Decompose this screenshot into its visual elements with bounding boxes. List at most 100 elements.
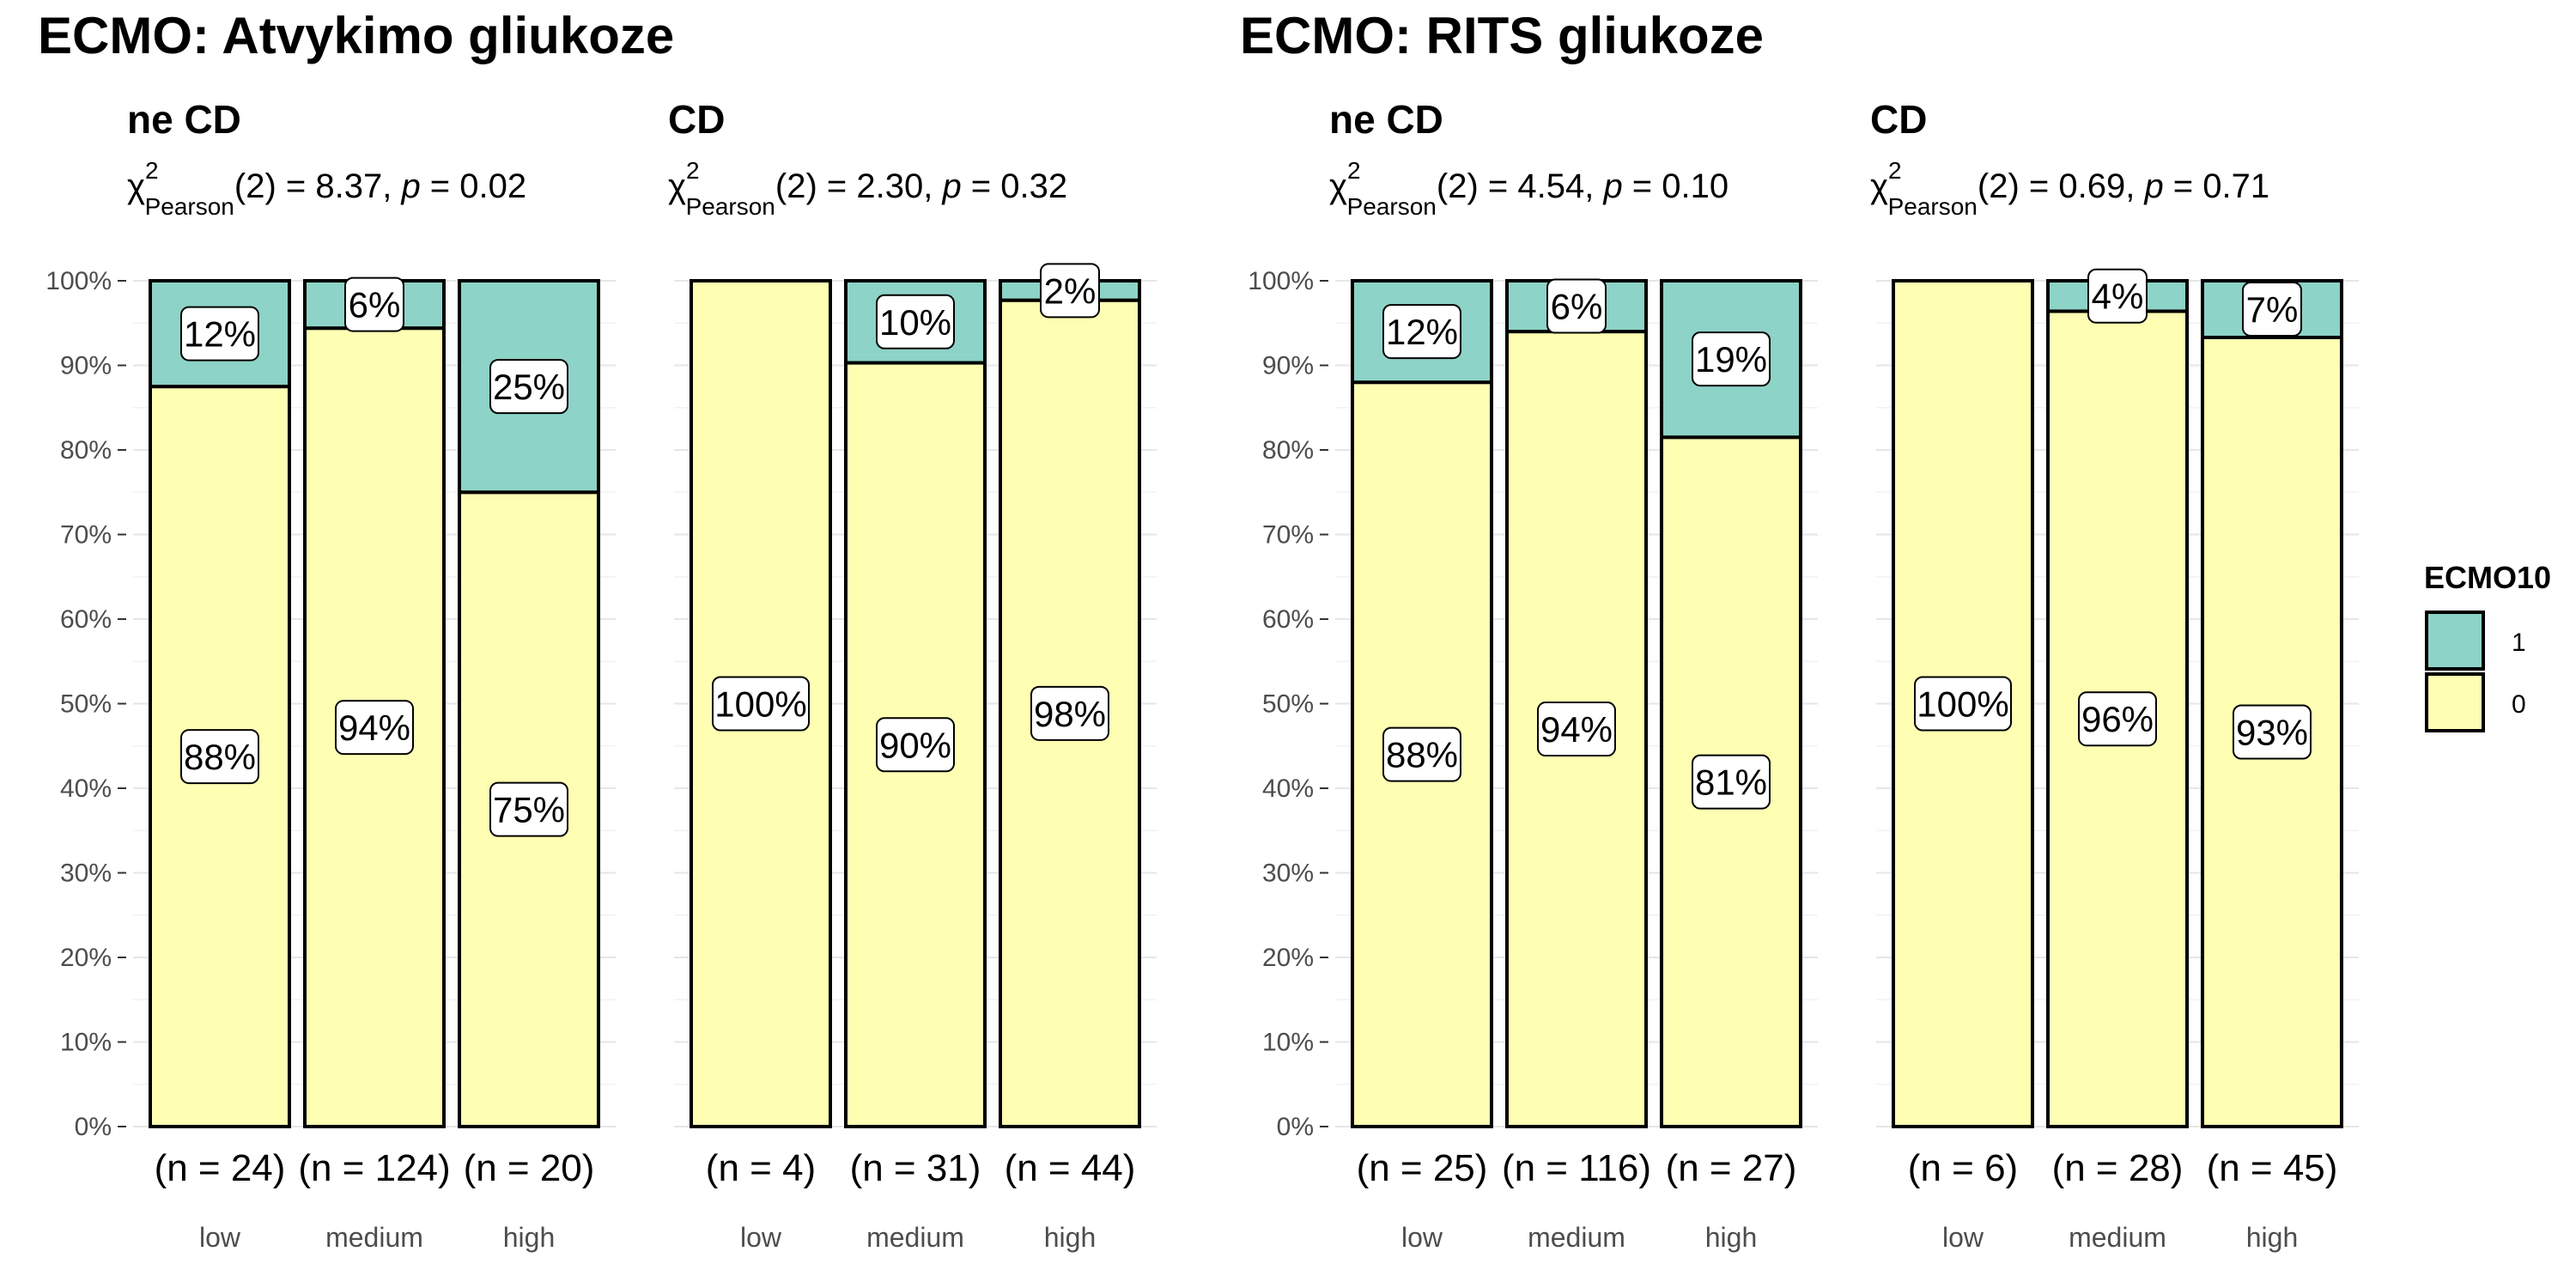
n-label: (n = 24)	[155, 1147, 286, 1189]
panel-title: ne CD	[1329, 97, 1443, 142]
data-label-0-text: 88%	[184, 737, 256, 777]
chi-superscript: 2	[686, 157, 700, 184]
data-label-1: 2%	[1040, 263, 1100, 319]
x-tick-label: low	[1942, 1222, 1984, 1253]
data-label-0: 100%	[712, 676, 810, 732]
x-tick-label: high	[503, 1222, 556, 1253]
data-label-1: 19%	[1692, 331, 1771, 387]
data-label-1: 6%	[1546, 278, 1607, 334]
y-tick-label: 70%	[60, 521, 112, 550]
stat-value: = 0.69,	[2020, 167, 2145, 205]
n-label: (n = 116)	[1502, 1147, 1651, 1189]
y-tick-label: 60%	[60, 605, 112, 634]
y-tick-label: 30%	[1262, 860, 1314, 888]
data-label-1-box	[2242, 281, 2302, 337]
p-symbol: p	[400, 167, 420, 205]
data-label-0-text: 75%	[493, 790, 565, 830]
chi-symbol: χ	[127, 167, 145, 205]
data-label-1: 10%	[876, 294, 955, 349]
data-label-0: 98%	[1030, 685, 1109, 741]
data-label-0: 96%	[2078, 691, 2157, 747]
p-value: = 0.02	[421, 167, 526, 205]
p-symbol: p	[2143, 167, 2163, 205]
data-label-0-text: 93%	[2236, 712, 2308, 752]
data-label-0-text: 96%	[2081, 699, 2154, 739]
data-label-0-box	[1382, 726, 1461, 782]
data-label-0-box	[2233, 704, 2312, 760]
y-tick-label: 60%	[1262, 605, 1314, 634]
p-symbol: p	[1602, 167, 1622, 205]
panel-2: CD χ2 Pearson(2) = 2.30, p = 0.32 100% (n = …	[668, 97, 1157, 1253]
stat-label: χ2 Pearson(2) = 4.54, p = 0.10	[1329, 157, 1728, 220]
data-label-0: 94%	[335, 700, 414, 756]
chi-superscript: 2	[1347, 157, 1361, 184]
data-label-1-box	[1382, 304, 1461, 360]
data-label-0-box	[876, 717, 955, 773]
legend-swatch	[2425, 611, 2485, 671]
chi-superscript: 2	[1888, 157, 1902, 184]
data-label-1-text: 6%	[349, 285, 401, 325]
n-label: (n = 6)	[1908, 1147, 2018, 1189]
data-label-1-box	[1692, 331, 1771, 387]
data-label-0-box	[1692, 754, 1771, 810]
panel-title: ne CD	[127, 97, 241, 142]
data-label-1: 4%	[2087, 268, 2148, 324]
stat-value: = 4.54,	[1479, 167, 1604, 205]
x-tick-label: medium	[1528, 1222, 1625, 1253]
n-label: (n = 31)	[850, 1147, 981, 1189]
y-tick-label: 80%	[1262, 436, 1314, 465]
data-label-1: 7%	[2242, 281, 2302, 337]
x-tick-label: low	[199, 1222, 241, 1253]
data-label-1-text: 7%	[2246, 289, 2299, 330]
n-label: (n = 44)	[1005, 1147, 1136, 1189]
p-symbol: p	[941, 167, 961, 205]
panel-title: CD	[1870, 97, 1927, 142]
stat-test-name: Pearson	[1888, 193, 1978, 220]
data-label-1-text: 2%	[1044, 270, 1097, 311]
stat-test-name: Pearson	[686, 193, 775, 220]
p-value: = 0.10	[1623, 167, 1728, 205]
data-label-0: 93%	[2233, 704, 2312, 760]
x-tick-label: high	[1044, 1222, 1097, 1253]
y-tick-label: 50%	[60, 690, 112, 719]
panels: 0%10%20%30%40%50%60%70%80%90%100%ne CDχ2…	[46, 97, 2359, 1253]
n-label: (n = 20)	[464, 1147, 595, 1189]
stat-value: = 8.37,	[276, 167, 402, 205]
data-label-1-text: 12%	[1386, 312, 1458, 352]
stat-test-name: Pearson	[145, 193, 234, 220]
data-label-1-box	[180, 306, 259, 361]
stat-df: (2)	[1978, 167, 2020, 205]
x-tick-label: medium	[325, 1222, 423, 1253]
data-label-1-box	[876, 294, 955, 349]
data-label-1-text: 25%	[493, 367, 565, 407]
x-tick-label: medium	[2069, 1222, 2166, 1253]
y-tick-label: 100%	[1248, 267, 1314, 295]
data-label-0-text: 94%	[338, 708, 410, 748]
legend-swatch	[2425, 672, 2485, 732]
data-label-1-text: 19%	[1695, 339, 1767, 380]
data-label-0-box	[180, 729, 259, 785]
chart-title-left: ECMO: Atvykimo gliukoze	[38, 7, 674, 64]
data-label-1-box	[1546, 278, 1607, 334]
data-label-0: 88%	[180, 729, 259, 785]
legend-label: 1	[2512, 629, 2526, 657]
y-tick-label: 50%	[1262, 690, 1314, 719]
data-label-0: 90%	[876, 717, 955, 773]
bar-segment-0	[999, 298, 1141, 1128]
stat-df: (2)	[1437, 167, 1479, 205]
legend: ECMO10 1 0	[2424, 560, 2551, 732]
n-label: (n = 4)	[706, 1147, 816, 1189]
stat-value: = 2.30,	[817, 167, 943, 205]
data-label-0-text: 81%	[1695, 762, 1767, 803]
data-label-1-text: 4%	[2092, 276, 2144, 317]
y-tick-label: 90%	[60, 352, 112, 380]
data-label-0-box	[489, 781, 568, 837]
data-label-1: 6%	[344, 276, 404, 332]
y-tick-label: 0%	[1277, 1113, 1314, 1141]
y-tick-label: 10%	[1262, 1029, 1314, 1057]
data-label-1-box	[1040, 263, 1100, 319]
x-tick-label: low	[740, 1222, 782, 1253]
n-label: (n = 28)	[2052, 1147, 2184, 1189]
y-tick-label: 30%	[60, 860, 112, 888]
